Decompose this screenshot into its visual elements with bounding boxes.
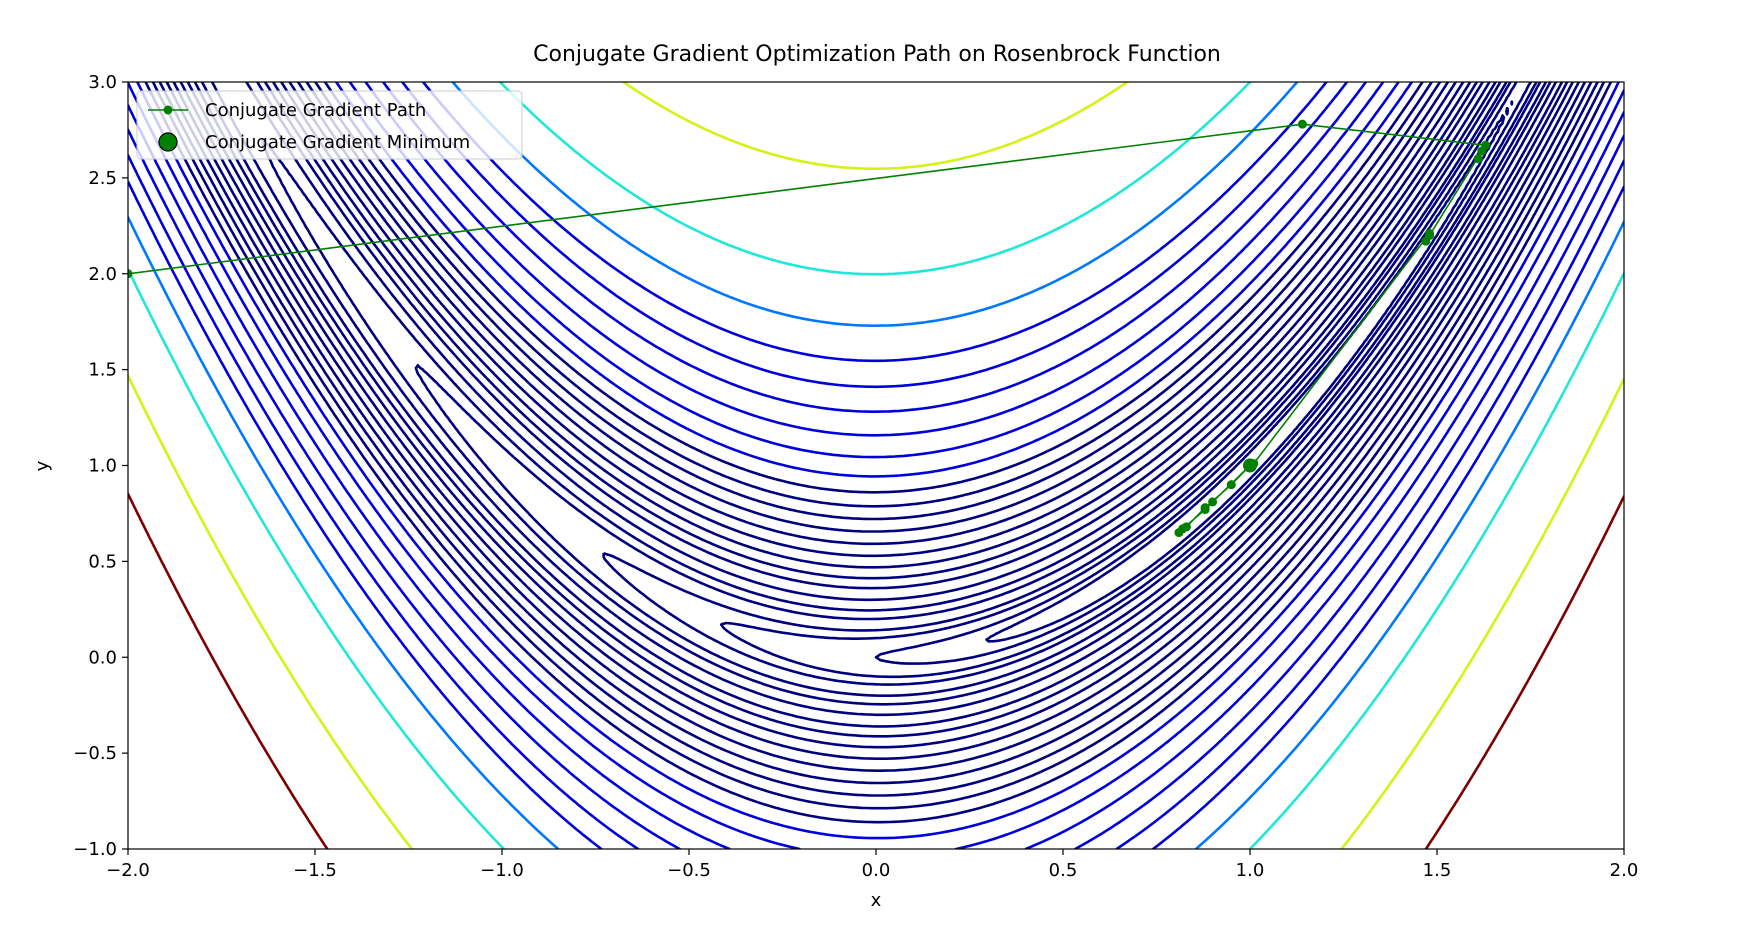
contour-line: [128, 82, 1624, 849]
contour-line: [128, 82, 1624, 849]
contour-line: [158, 82, 1599, 797]
contour-lines: [128, 82, 1624, 849]
path-point: [1473, 154, 1483, 164]
contour-line: [128, 82, 1624, 849]
legend-box: [136, 90, 523, 160]
contour-line: [602, 82, 1542, 686]
contour-line: [874, 82, 1533, 665]
path-point: [1421, 236, 1431, 246]
contour-line: [186, 82, 1575, 749]
x-tick-label: −1.0: [480, 860, 524, 881]
contour-line: [414, 82, 1548, 697]
path-point: [1174, 528, 1184, 538]
y-tick-label: 1.0: [88, 456, 117, 477]
contour-line: [720, 82, 1538, 679]
optimization-path: [128, 119, 1491, 538]
path-point: [1425, 228, 1435, 238]
y-tick-label: 2.5: [88, 168, 117, 189]
legend: Conjugate Gradient Path Conjugate Gradie…: [136, 90, 523, 160]
y-tick-label: 1.5: [88, 360, 117, 381]
contour-line: [261, 82, 1552, 706]
contour-line: [136, 82, 1620, 840]
x-axis-label: x: [871, 890, 882, 911]
contour-line: [128, 82, 1624, 849]
legend-path-marker-swatch: [163, 105, 173, 115]
path-point: [1226, 480, 1236, 490]
y-tick-label: −1.0: [73, 839, 117, 860]
path-point: [1477, 146, 1487, 156]
contour-line: [151, 82, 1606, 810]
contour-line: [200, 82, 1564, 728]
x-tick-label: 0.0: [862, 860, 891, 881]
x-tick-label: 1.0: [1236, 860, 1265, 881]
contour-line: [193, 82, 1569, 738]
x-tick-label: 1.5: [1423, 860, 1452, 881]
legend-label-minimum: Conjugate Gradient Minimum: [205, 132, 470, 153]
path-point: [1208, 497, 1218, 507]
y-tick-label: 0.0: [88, 647, 117, 668]
x-tick-label: −1.5: [293, 860, 337, 881]
y-tick-label: 0.5: [88, 551, 117, 572]
x-tick-label: −2.0: [106, 860, 150, 881]
y-axis: −1.0 −0.5 0.0 0.5 1.0 1.5 2.0 2.5 3.0: [73, 72, 128, 860]
x-tick-label: 2.0: [1610, 860, 1639, 881]
path-point: [1297, 119, 1307, 129]
contour-line: [172, 82, 1587, 772]
path-point: [128, 269, 133, 279]
x-tick-label: 0.5: [1049, 860, 1078, 881]
x-tick-label: −0.5: [667, 860, 711, 881]
y-tick-label: 3.0: [88, 72, 117, 93]
y-tick-label: −0.5: [73, 743, 117, 764]
y-axis-label: y: [32, 460, 53, 471]
contour-line: [128, 82, 1624, 849]
path-point: [1181, 522, 1191, 532]
x-axis: −2.0 −1.5 −1.0 −0.5 0.0 0.5 1.0 1.5 2.0: [106, 849, 1638, 881]
contour-line: [128, 492, 1624, 849]
legend-minimum-marker-swatch: [158, 132, 178, 152]
path-point: [1200, 503, 1210, 513]
contour-line: [128, 82, 1624, 849]
minimum-marker: [1243, 458, 1257, 473]
legend-label-path: Conjugate Gradient Path: [205, 100, 426, 121]
contour-line: [144, 82, 1613, 824]
chart-title: Conjugate Gradient Optimization Path on …: [533, 42, 1221, 67]
contour-line: [128, 82, 1624, 849]
y-tick-label: 2.0: [88, 264, 117, 285]
contour-line: [985, 100, 1514, 643]
contour-line: [128, 82, 1624, 849]
